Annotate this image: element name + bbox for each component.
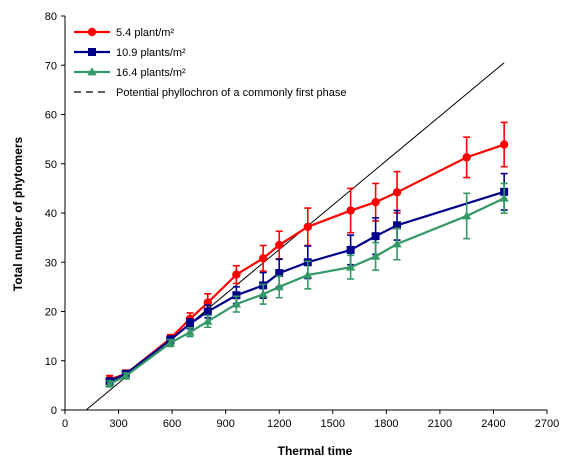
y-tick-label: 30 bbox=[45, 257, 57, 269]
data-point bbox=[87, 67, 97, 76]
legend-entry: 16.4 plants/m² bbox=[74, 67, 186, 79]
data-point bbox=[499, 140, 509, 149]
legend-label: 16.4 plants/m² bbox=[116, 67, 186, 79]
legend-label: 5.4 plant/m² bbox=[116, 27, 174, 39]
data-point bbox=[232, 291, 241, 300]
y-tick-label: 70 bbox=[45, 60, 57, 72]
legend: 5.4 plant/m² 10.9 plants/m² 16.4 plants/m²… bbox=[74, 27, 347, 99]
data-point bbox=[258, 254, 268, 263]
data-point bbox=[165, 338, 175, 347]
data-point bbox=[303, 222, 312, 231]
x-axis-title: Thermal time bbox=[278, 444, 353, 458]
data-point bbox=[346, 206, 355, 215]
x-tick-label: 900 bbox=[216, 418, 234, 430]
x-tick-label: 1800 bbox=[374, 418, 398, 430]
data-point bbox=[185, 327, 195, 336]
x-tick-label: 1200 bbox=[267, 418, 291, 430]
data-point bbox=[392, 239, 402, 248]
data-point bbox=[393, 221, 402, 230]
data-point bbox=[499, 193, 509, 202]
y-tick-label: 50 bbox=[45, 159, 57, 171]
data-point bbox=[275, 269, 284, 278]
x-tick-label: 2700 bbox=[535, 418, 559, 430]
data-point bbox=[371, 232, 380, 241]
legend-entry: 5.4 plant/m² bbox=[74, 27, 174, 39]
data-point bbox=[87, 27, 97, 37]
data-point bbox=[303, 270, 313, 279]
data-point bbox=[371, 251, 381, 260]
y-tick-label: 0 bbox=[51, 405, 57, 417]
x-tick-label: 2400 bbox=[481, 418, 505, 430]
data-point bbox=[462, 153, 471, 162]
data-point bbox=[392, 188, 402, 197]
x-tick-label: 0 bbox=[62, 418, 68, 430]
data-point bbox=[258, 289, 268, 298]
axes: 0 10 20 30 40 50 60 70 80 0 300 600 900 1200 1500 1800 2… bbox=[45, 11, 559, 430]
data-point bbox=[232, 270, 241, 279]
data-point bbox=[88, 48, 96, 56]
data-point bbox=[185, 319, 194, 328]
series-layer bbox=[105, 121, 509, 388]
data-point bbox=[371, 197, 380, 207]
series-3 bbox=[105, 182, 509, 388]
x-tick-label: 1500 bbox=[321, 418, 345, 430]
data-point bbox=[105, 379, 115, 388]
data-point bbox=[346, 262, 356, 271]
x-tick-label: 600 bbox=[163, 418, 181, 430]
y-tick-label: 80 bbox=[45, 11, 57, 23]
legend-label: Potential phyllochron of a commonly firs… bbox=[116, 87, 347, 99]
data-point bbox=[274, 282, 284, 291]
y-tick-label: 40 bbox=[45, 208, 57, 220]
x-tick-label: 300 bbox=[109, 418, 127, 430]
data-point bbox=[275, 240, 284, 250]
data-point bbox=[231, 299, 241, 308]
y-tick-label: 60 bbox=[45, 110, 57, 122]
data-point bbox=[203, 307, 212, 316]
y-tick-label: 10 bbox=[45, 356, 57, 368]
x-tick-label: 2100 bbox=[428, 418, 452, 430]
data-point bbox=[121, 371, 131, 380]
y-tick-label: 20 bbox=[45, 307, 57, 319]
data-point bbox=[462, 211, 472, 220]
legend-entry: 10.9 plants/m² bbox=[74, 47, 186, 59]
data-point bbox=[203, 316, 213, 325]
legend-entry: Potential phyllochron of a commonly firs… bbox=[74, 87, 347, 99]
data-point bbox=[346, 245, 355, 254]
legend-label: 10.9 plants/m² bbox=[116, 47, 186, 59]
y-axis-title: Total number of phytomers bbox=[11, 136, 25, 291]
